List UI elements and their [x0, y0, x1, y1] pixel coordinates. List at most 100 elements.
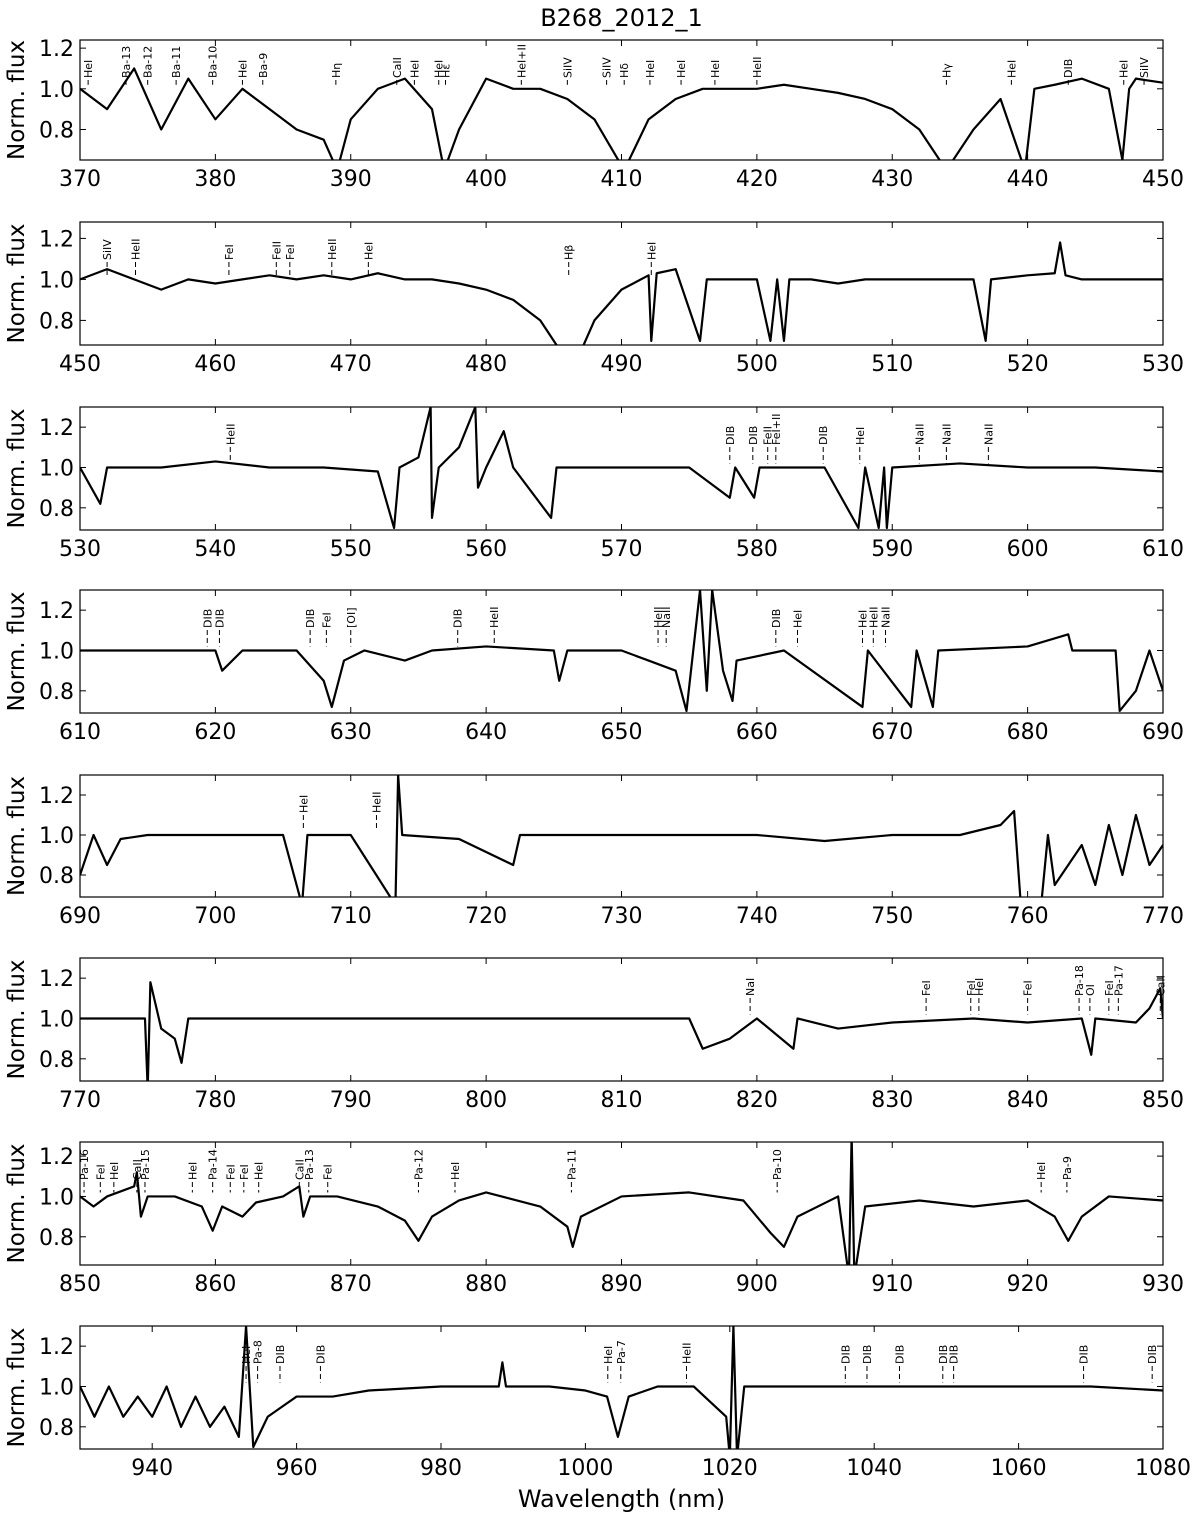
x-tick-label: 550 [330, 537, 372, 562]
x-tick-label: 390 [330, 167, 372, 192]
line-label: FeI [284, 244, 297, 260]
spectrum-line [80, 241, 1163, 345]
line-label: HeI [362, 242, 375, 260]
x-tick-label: 850 [59, 1272, 101, 1297]
y-tick-label: 1.2 [39, 416, 74, 441]
x-tick-label: 770 [59, 1088, 101, 1113]
x-tick-label: 520 [1007, 352, 1049, 377]
y-tick-label: 0.8 [39, 309, 74, 334]
line-label: Pa-8 [252, 1340, 265, 1364]
line-label: FeI [320, 612, 333, 628]
line-label: Hε [440, 64, 453, 78]
x-tick-label: 530 [59, 537, 101, 562]
x-tick-label: 620 [194, 720, 236, 745]
x-tick-label: 760 [1007, 904, 1049, 929]
spectrum-line [80, 1326, 1163, 1449]
line-label: HeI [645, 242, 658, 260]
y-tick-label: 0.8 [39, 680, 74, 705]
x-tick-label: 610 [59, 720, 101, 745]
line-label: HeI [297, 795, 310, 813]
y-tick-label: 1.0 [39, 456, 74, 481]
line-label: DIB [817, 426, 830, 445]
line-label: HeI [253, 1162, 266, 1180]
x-tick-label: 690 [59, 904, 101, 929]
line-label: Ba-13 [120, 46, 133, 78]
line-label: Pa-11 [565, 1149, 578, 1180]
line-label: Pa-18 [1073, 965, 1086, 996]
line-label: Pa-13 [303, 1149, 316, 1180]
x-tick-label: 910 [871, 1272, 913, 1297]
line-label: SiIV [101, 239, 114, 260]
x-tick-label: 420 [736, 167, 778, 192]
line-label: DIB [304, 609, 317, 628]
y-tick-label: 0.8 [39, 1416, 74, 1441]
x-tick-label: 450 [59, 352, 101, 377]
line-label: HeI+II [515, 44, 528, 78]
x-tick-label: 600 [1007, 537, 1049, 562]
x-tick-label: 510 [871, 352, 913, 377]
line-label: Pa-16 [78, 1149, 91, 1180]
line-label: CaII [1154, 975, 1167, 996]
x-tick-label: 800 [465, 1088, 507, 1113]
line-label: FeI [223, 244, 236, 260]
x-axis-label: Wavelength (nm) [518, 1485, 725, 1513]
x-tick-label: 400 [465, 167, 507, 192]
plot-frame [79, 221, 1164, 346]
y-tick-label: 1.0 [39, 1185, 74, 1210]
y-axis-label: Norm. flux [4, 959, 30, 1079]
x-tick-label: 490 [601, 352, 643, 377]
x-tick-label: 880 [465, 1272, 507, 1297]
y-tick-label: 0.8 [39, 118, 74, 143]
x-tick-label: 980 [420, 1456, 462, 1481]
line-label: HeII [680, 1342, 693, 1364]
x-tick-label: 610 [1142, 537, 1184, 562]
x-tick-label: 840 [1007, 1088, 1049, 1113]
line-label: HeI [449, 1162, 462, 1180]
x-tick-label: 810 [601, 1088, 643, 1113]
x-tick-label: 560 [465, 537, 507, 562]
x-tick-label: 940 [131, 1456, 173, 1481]
x-tick-label: 870 [330, 1272, 372, 1297]
line-label: HeI [108, 1162, 121, 1180]
spectrum-line [80, 981, 1163, 1081]
y-tick-label: 1.2 [39, 1145, 74, 1170]
x-tick-label: 1060 [991, 1456, 1047, 1481]
line-label: FeI [920, 980, 933, 996]
y-tick-label: 0.8 [39, 1226, 74, 1251]
line-label: FeI [1103, 980, 1116, 996]
x-tick-label: 740 [736, 904, 778, 929]
x-tick-label: 450 [1142, 167, 1184, 192]
spectrum-line [80, 407, 1163, 530]
line-label: Pa-15 [139, 1149, 152, 1180]
line-label: HeI [973, 978, 986, 996]
line-label: FeI [1022, 980, 1035, 996]
x-tick-label: 860 [194, 1272, 236, 1297]
line-label: HeI [240, 1346, 253, 1364]
line-label: HeII [488, 606, 501, 628]
plot-frame [79, 1325, 1164, 1450]
x-tick-label: 650 [601, 720, 643, 745]
line-label: DIB [747, 426, 760, 445]
y-tick-label: 0.8 [39, 1048, 74, 1073]
x-tick-label: 410 [601, 167, 643, 192]
line-label: FeI [322, 1164, 335, 1180]
x-tick-label: 690 [1142, 720, 1184, 745]
x-tick-label: 480 [465, 352, 507, 377]
y-tick-label: 1.2 [39, 1335, 74, 1360]
x-tick-label: 380 [194, 167, 236, 192]
y-tick-label: 1.0 [39, 639, 74, 664]
line-label: DIB [770, 609, 783, 628]
line-label: NaII [879, 607, 892, 628]
spectrum-line [80, 1142, 1163, 1265]
line-label: Ba-9 [257, 53, 270, 78]
plot-frame [79, 406, 1164, 531]
y-tick-label: 0.8 [39, 497, 74, 522]
x-tick-label: 700 [194, 904, 236, 929]
x-tick-label: 470 [330, 352, 372, 377]
line-label: Pa-12 [412, 1149, 425, 1180]
line-label: FeII [762, 426, 775, 445]
line-label: HeI [644, 60, 657, 78]
line-label: Pa-17 [1112, 965, 1125, 996]
plot-frame [79, 774, 1164, 898]
